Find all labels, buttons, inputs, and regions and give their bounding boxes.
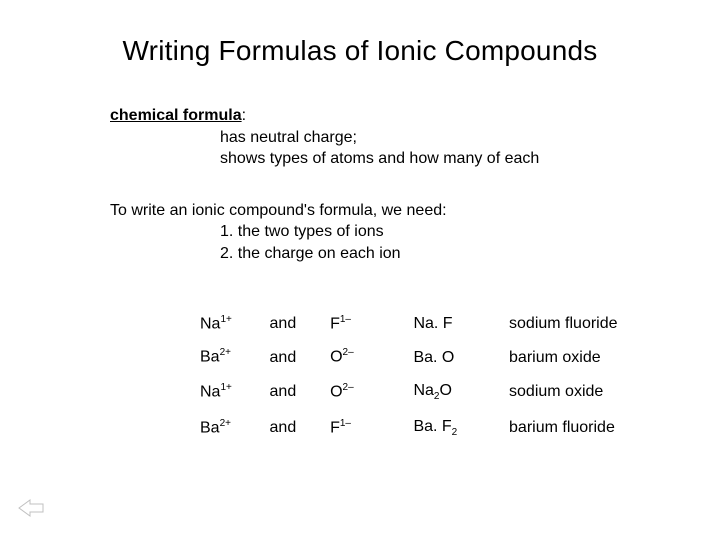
slide: Writing Formulas of Ionic Compounds chem… bbox=[0, 0, 720, 540]
need-item-1: 1. the two types of ions bbox=[220, 221, 650, 243]
conj-cell: and bbox=[270, 340, 331, 374]
table-row: Na1+ and O2– Na2O sodium oxide bbox=[200, 374, 650, 410]
formula-part: Ba. O bbox=[413, 349, 454, 366]
need-intro: To write an ionic compound's formula, we… bbox=[110, 200, 650, 222]
cation-cell: Ba2+ bbox=[200, 340, 270, 374]
formula-part: Na. F bbox=[413, 315, 452, 332]
cation-element: Ba bbox=[200, 419, 220, 436]
cation-cell: Na1+ bbox=[200, 307, 270, 341]
examples-table: Na1+ and F1– Na. F sodium fluoride Ba2+ … bbox=[200, 307, 650, 446]
cation-charge: 1+ bbox=[220, 314, 231, 325]
definition-line-1: has neutral charge; bbox=[220, 127, 650, 149]
need-item-2: 2. the charge on each ion bbox=[220, 243, 650, 265]
definition-block: chemical formula: has neutral charge; sh… bbox=[110, 105, 650, 170]
cation-charge: 2+ bbox=[220, 418, 231, 429]
formula-part: Ba. F bbox=[413, 418, 451, 435]
anion-element: O bbox=[330, 384, 342, 401]
formula-cell: Na2O bbox=[413, 374, 509, 410]
conj-cell: and bbox=[270, 410, 331, 446]
anion-charge: 1– bbox=[340, 314, 351, 325]
cation-charge: 2+ bbox=[220, 347, 231, 358]
definition-term: chemical formula bbox=[110, 107, 242, 124]
table-row: Na1+ and F1– Na. F sodium fluoride bbox=[200, 307, 650, 341]
conj-cell: and bbox=[270, 374, 331, 410]
anion-cell: F1– bbox=[330, 410, 413, 446]
anion-cell: O2– bbox=[330, 374, 413, 410]
definition-colon: : bbox=[242, 107, 246, 124]
anion-element: F bbox=[330, 419, 340, 436]
anion-charge: 2– bbox=[343, 382, 354, 393]
formula-sub: 2 bbox=[452, 427, 458, 438]
cation-cell: Na1+ bbox=[200, 374, 270, 410]
need-block: To write an ionic compound's formula, we… bbox=[110, 200, 650, 265]
compound-name: sodium fluoride bbox=[509, 307, 650, 341]
compound-name: barium oxide bbox=[509, 340, 650, 374]
formula-part: O bbox=[439, 382, 451, 399]
anion-cell: O2– bbox=[330, 340, 413, 374]
anion-element: F bbox=[330, 315, 340, 332]
ionic-table: Na1+ and F1– Na. F sodium fluoride Ba2+ … bbox=[200, 307, 650, 446]
compound-name: sodium oxide bbox=[509, 374, 650, 410]
body-text: chemical formula: has neutral charge; sh… bbox=[110, 105, 650, 446]
formula-cell: Na. F bbox=[413, 307, 509, 341]
compound-name: barium fluoride bbox=[509, 410, 650, 446]
slide-title: Writing Formulas of Ionic Compounds bbox=[40, 35, 680, 67]
table-row: Ba2+ and F1– Ba. F2 barium fluoride bbox=[200, 410, 650, 446]
conj-cell: and bbox=[270, 307, 331, 341]
anion-cell: F1– bbox=[330, 307, 413, 341]
table-row: Ba2+ and O2– Ba. O barium oxide bbox=[200, 340, 650, 374]
anion-charge: 1– bbox=[340, 418, 351, 429]
formula-cell: Ba. F2 bbox=[413, 410, 509, 446]
cation-element: Na bbox=[200, 384, 220, 401]
cation-charge: 1+ bbox=[220, 382, 231, 393]
cation-element: Na bbox=[200, 315, 220, 332]
definition-line-2: shows types of atoms and how many of eac… bbox=[220, 148, 650, 170]
cation-cell: Ba2+ bbox=[200, 410, 270, 446]
anion-element: O bbox=[330, 349, 342, 366]
formula-cell: Ba. O bbox=[413, 340, 509, 374]
formula-part: Na bbox=[413, 382, 433, 399]
cation-element: Ba bbox=[200, 349, 220, 366]
back-arrow-icon[interactable] bbox=[18, 498, 44, 518]
anion-charge: 2– bbox=[343, 347, 354, 358]
